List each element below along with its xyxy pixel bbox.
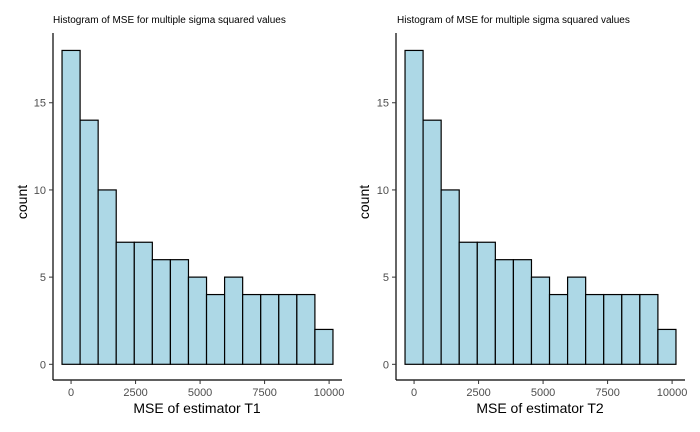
x-tick-label: 2500 <box>466 387 490 399</box>
y-axis-title: count <box>14 185 30 219</box>
histogram-bar <box>115 241 135 365</box>
histogram-bar <box>169 259 190 365</box>
histogram-bar <box>621 293 641 365</box>
histogram-panel-t1: Histogram of MSE for multiple sigma squa… <box>14 15 344 416</box>
y-tick-label: 10 <box>34 185 46 197</box>
chart-title: Histogram of MSE for multiple sigma squa… <box>53 15 286 26</box>
histogram-bar <box>440 189 460 365</box>
histogram-bar <box>603 293 623 365</box>
histogram-bar <box>260 293 280 365</box>
y-tick-label: 0 <box>40 359 46 371</box>
histogram-bar <box>476 241 496 365</box>
histogram-bar <box>97 189 117 365</box>
x-axis-title: MSE of estimator T1 <box>133 400 261 416</box>
histogram-bar <box>61 49 81 365</box>
x-tick-label: 10000 <box>657 387 688 399</box>
histogram-bar <box>512 259 533 365</box>
histogram-bar <box>566 276 587 365</box>
histogram-bar <box>133 241 153 365</box>
histogram-bar <box>205 293 226 365</box>
histogram-bar <box>585 293 605 365</box>
x-tick-label: 2500 <box>123 387 147 399</box>
histogram-panel-t2: Histogram of MSE for multiple sigma squa… <box>356 15 687 416</box>
y-tick-label: 0 <box>383 359 389 371</box>
histogram-bar <box>657 328 677 365</box>
histogram-bar <box>404 49 424 365</box>
x-axis-title: MSE of estimator T2 <box>476 400 604 416</box>
y-tick-label: 15 <box>377 98 389 110</box>
histogram-bar <box>223 276 244 365</box>
y-tick-label: 10 <box>377 185 389 197</box>
histogram-bar <box>79 119 99 365</box>
y-tick-label: 5 <box>383 272 389 284</box>
histogram-bar <box>242 293 262 365</box>
x-tick-label: 5000 <box>188 387 212 399</box>
x-tick-label: 7500 <box>595 387 619 399</box>
histogram-bar <box>151 259 172 365</box>
x-tick-label: 0 <box>411 387 417 399</box>
histogram-bar <box>548 293 569 365</box>
x-tick-label: 10000 <box>314 387 345 399</box>
y-axis-title: count <box>356 185 372 219</box>
histogram-bar <box>530 276 551 365</box>
histogram-bar <box>296 293 316 365</box>
histogram-bar <box>494 259 515 365</box>
histogram-bar <box>639 293 659 365</box>
x-tick-label: 7500 <box>252 387 276 399</box>
x-tick-label: 5000 <box>531 387 555 399</box>
y-tick-label: 15 <box>34 98 46 110</box>
chart-title: Histogram of MSE for multiple sigma squa… <box>397 15 630 26</box>
histogram-bar <box>187 276 208 365</box>
x-tick-label: 0 <box>68 387 74 399</box>
histogram-bar <box>422 119 442 365</box>
histogram-bar <box>314 328 334 365</box>
histogram-bar <box>458 241 478 365</box>
histogram-bar <box>278 293 298 365</box>
y-tick-label: 5 <box>40 272 46 284</box>
